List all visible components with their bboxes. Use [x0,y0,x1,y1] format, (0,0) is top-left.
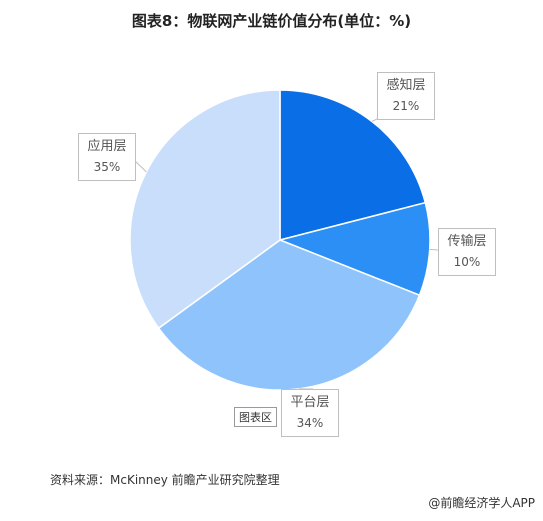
slice-label: 应用层 [87,139,127,154]
pie-slice-0 [279,89,427,241]
leader-line-1 [429,248,439,251]
callout-platform: 平台层 34% [281,389,339,437]
chart-title: 图表8：物联网产业链价值分布(单位：%) [131,12,412,30]
leader-line-3 [133,159,147,173]
slice-percent: 10% [453,255,481,269]
callout-transmission: 传输层 10% [438,228,496,276]
slice-percent: 34% [296,416,324,430]
callout-application: 应用层 35% [78,133,136,181]
footer-credit: @前瞻经济学人APP [428,496,535,510]
slice-label: 感知层 [386,78,426,93]
slice-percent: 35% [93,160,121,174]
slice-percent: 21% [392,99,420,113]
pie-slices [129,89,431,391]
slice-label: 平台层 [290,395,330,410]
pie-slice-1 [277,201,431,297]
pie-slice-2 [157,239,421,391]
source-note: 资料来源：McKinney 前瞻产业研究院整理 [50,473,280,487]
chart-area-chip[interactable]: 图表区 [234,407,277,427]
slice-label: 传输层 [447,234,487,249]
callout-perception: 感知层 21% [377,72,435,120]
pie-slice-3 [129,89,281,330]
